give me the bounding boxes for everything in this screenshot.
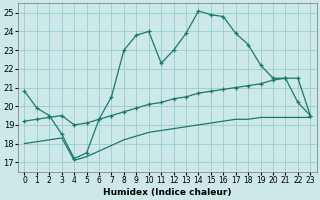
X-axis label: Humidex (Indice chaleur): Humidex (Indice chaleur) — [103, 188, 232, 197]
